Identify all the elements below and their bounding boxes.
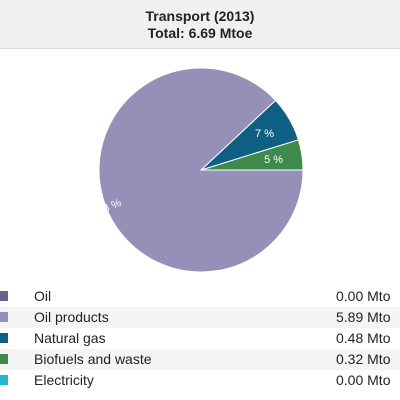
chart-title: Transport (2013) [145,8,255,24]
legend: Oil 0.00 Mto Oil products 5.89 Mto Natur… [0,286,400,391]
legend-value-natural-gas: 0.48 Mto [336,330,391,346]
legend-item-natural-gas[interactable]: Natural gas 0.48 Mto [0,328,400,349]
legend-label-oil: Oil [34,288,52,304]
legend-value-oil: 0.00 Mto [336,288,391,304]
legend-value-oil-products: 5.89 Mto [336,309,391,325]
legend-value-electricity: 0.00 Mto [336,372,391,388]
legend-swatch-electricity [0,375,8,385]
chart-header: Transport (2013) Total: 6.69 Mtoe [0,0,400,49]
legend-label-electricity: Electricity [34,372,94,388]
legend-item-electricity[interactable]: Electricity 0.00 Mto [0,370,400,391]
legend-item-biofuels-and-waste[interactable]: Biofuels and waste 0.32 Mto [0,349,400,370]
slice-label-biofuels-and-waste: 5 % [264,154,283,166]
slice-label-natural-gas: 7 % [255,128,274,140]
legend-label-biofuels-and-waste: Biofuels and waste [34,351,152,367]
legend-swatch-natural-gas [0,333,8,343]
legend-item-oil[interactable]: Oil 0.00 Mto [0,286,400,307]
legend-value-biofuels-and-waste: 0.32 Mto [336,351,391,367]
legend-swatch-biofuels-and-waste [0,354,8,364]
legend-swatch-oil [0,291,8,301]
chart-subtitle: Total: 6.69 Mtoe [147,25,253,41]
pie-chart: 5 %7 %88 % [95,67,304,273]
legend-label-oil-products: Oil products [34,309,109,325]
legend-item-oil-products[interactable]: Oil products 5.89 Mto [0,307,400,328]
legend-swatch-oil-products [0,312,8,322]
pie-slice-oil-products[interactable] [98,67,304,273]
legend-label-natural-gas: Natural gas [34,330,106,346]
